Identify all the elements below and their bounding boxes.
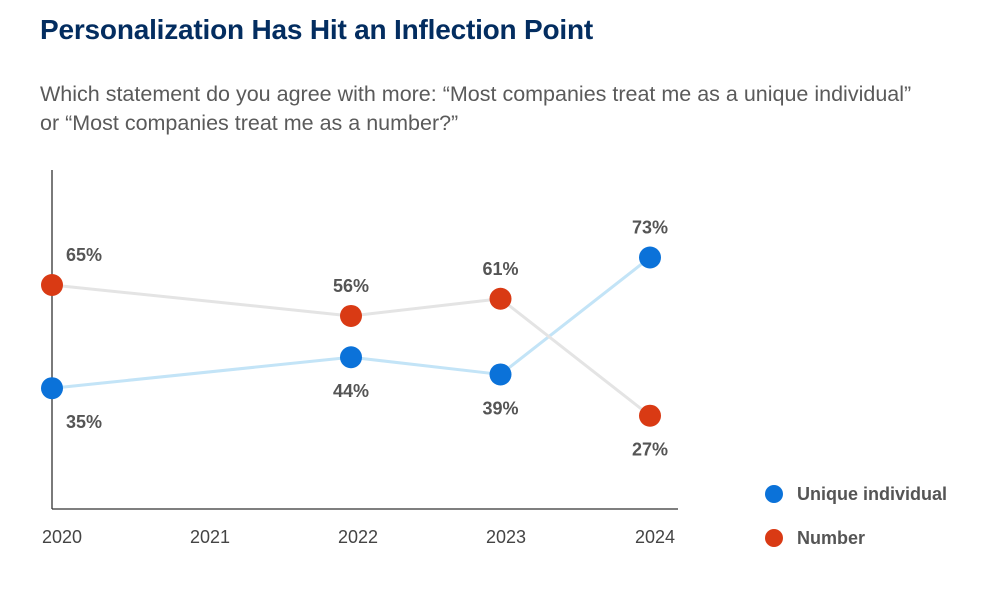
legend: Unique individual Number	[765, 484, 947, 548]
x-axis-ticks: 2020 2021 2022 2023 2024	[42, 527, 675, 547]
legend-swatch	[765, 529, 783, 547]
series-line-number	[50, 283, 652, 418]
x-tick-label: 2023	[486, 527, 526, 547]
legend-swatch	[765, 485, 783, 503]
data-point	[41, 377, 63, 400]
data-point	[489, 363, 512, 386]
data-point	[340, 346, 362, 369]
chart-title: Personalization Has Hit an Inflection Po…	[40, 14, 594, 45]
axes	[51, 170, 678, 510]
series-points	[41, 246, 661, 427]
series-line-unique-individual	[50, 255, 652, 390]
x-tick-label: 2022	[338, 527, 378, 547]
data-label: 73%	[632, 217, 668, 237]
data-label: 27%	[632, 440, 668, 460]
data-point	[489, 287, 512, 310]
data-label: 35%	[66, 412, 102, 432]
data-point	[639, 404, 661, 427]
data-point	[639, 246, 661, 269]
data-label: 65%	[66, 245, 102, 265]
data-point	[41, 274, 63, 296]
data-label: 56%	[333, 276, 369, 296]
legend-label: Number	[797, 528, 865, 548]
data-label: 39%	[482, 398, 518, 418]
x-tick-label: 2020	[42, 527, 82, 547]
series-lines	[50, 255, 652, 418]
legend-label: Unique individual	[797, 484, 947, 504]
data-label: 44%	[333, 381, 369, 401]
data-point	[340, 304, 362, 327]
chart-subtitle: Which statement do you agree with more: …	[40, 82, 912, 135]
x-tick-label: 2024	[635, 527, 675, 547]
data-label: 61%	[482, 259, 518, 279]
x-tick-label: 2021	[190, 527, 230, 547]
data-labels: 35% 44% 39% 73% 65% 56% 61% 27%	[66, 217, 668, 459]
